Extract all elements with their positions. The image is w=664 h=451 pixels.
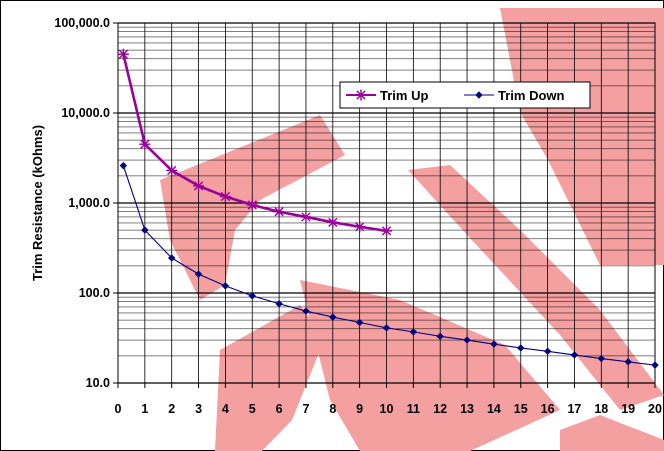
x-tick-label: 5	[249, 402, 256, 416]
data-point-trim-down	[463, 336, 471, 344]
x-tick-label: 11	[407, 402, 420, 416]
data-point-trim-down	[543, 347, 552, 356]
watermark-shape	[560, 415, 664, 451]
data-point-trim-up	[246, 199, 258, 211]
x-tick-label: 6	[276, 402, 283, 416]
watermark-logo	[160, 8, 664, 451]
data-point-trim-down	[329, 313, 337, 321]
y-tick-label: 1,000.0	[68, 196, 110, 210]
legend-label: Trim Down	[498, 88, 565, 103]
x-tick-label: 10	[380, 402, 394, 416]
data-point-trim-up	[381, 225, 392, 237]
x-tick-label: 1	[141, 402, 148, 416]
x-tick-label: 2	[168, 402, 175, 416]
data-point-trim-down	[382, 324, 391, 332]
data-point-trim-up	[354, 221, 366, 233]
data-point-trim-up	[117, 48, 129, 60]
data-point-trim-up	[327, 216, 339, 228]
y-axis-ticks: 10.0 100.0 1,000.0 10,000.0 100,000.0	[54, 16, 118, 390]
x-tick-label: 7	[302, 402, 309, 416]
watermark-shape	[215, 305, 325, 451]
x-tick-label: 20	[648, 402, 662, 416]
data-point-trim-up	[300, 211, 312, 223]
data-point-trim-up	[219, 191, 231, 203]
data-point-trim-down	[355, 318, 364, 327]
x-tick-label: 9	[356, 402, 363, 416]
y-tick-label: 100,000.0	[54, 16, 110, 30]
data-point-trim-down	[624, 358, 632, 366]
data-point-trim-down	[275, 300, 283, 308]
y-tick-label: 10,000.0	[61, 106, 110, 120]
x-tick-label: 16	[541, 402, 555, 416]
legend-marker-star	[355, 89, 367, 101]
data-point-trim-down	[436, 332, 444, 341]
series-layer	[117, 48, 659, 369]
legend: Trim Up Trim Down	[339, 81, 591, 109]
data-point-trim-down	[409, 328, 418, 336]
data-point-trim-down	[194, 270, 203, 278]
data-point-trim-down	[490, 340, 498, 348]
watermark-shape	[408, 165, 664, 410]
data-point-trim-up	[193, 180, 205, 192]
data-point-trim-down	[302, 307, 310, 315]
data-point-trim-up	[139, 138, 151, 150]
x-tick-label: 14	[487, 402, 501, 416]
x-tick-label: 12	[433, 402, 447, 416]
data-point-trim-down	[597, 354, 606, 363]
x-tick-label: 3	[195, 402, 202, 416]
grid	[118, 22, 655, 384]
x-axis-ticks: 0 1 2 3 4 5 6 7 8 9 10 11 12 13 14 15 16 17 18 19 20	[115, 383, 662, 416]
y-tick-label: 100.0	[79, 286, 110, 300]
data-point-trim-up	[273, 206, 285, 218]
data-point-trim-down	[570, 351, 579, 359]
data-point-trim-down	[651, 361, 659, 369]
x-tick-label: 18	[594, 402, 608, 416]
watermark-shape	[300, 280, 560, 451]
data-point-trim-down	[517, 344, 525, 352]
x-tick-label: 4	[222, 402, 229, 416]
x-tick-label: 0	[115, 402, 122, 416]
data-point-trim-up	[166, 164, 178, 176]
x-tick-label: 8	[329, 402, 336, 416]
x-tick-label: 19	[621, 402, 635, 416]
legend-label: Trim Up	[380, 88, 428, 103]
y-tick-label: 10.0	[86, 376, 110, 390]
x-tick-label: 15	[514, 402, 528, 416]
x-tick-label: 13	[460, 402, 474, 416]
y-axis-title: Trim Resistance (kOhms)	[30, 125, 45, 281]
data-point-trim-down	[221, 282, 230, 290]
data-point-trim-down	[167, 254, 176, 262]
legend-marker-diamond	[475, 91, 483, 99]
data-point-trim-down	[119, 161, 128, 170]
data-point-trim-down	[141, 226, 149, 234]
data-point-trim-down	[248, 292, 256, 300]
x-tick-label: 17	[567, 402, 581, 416]
watermark-shape	[500, 8, 664, 265]
